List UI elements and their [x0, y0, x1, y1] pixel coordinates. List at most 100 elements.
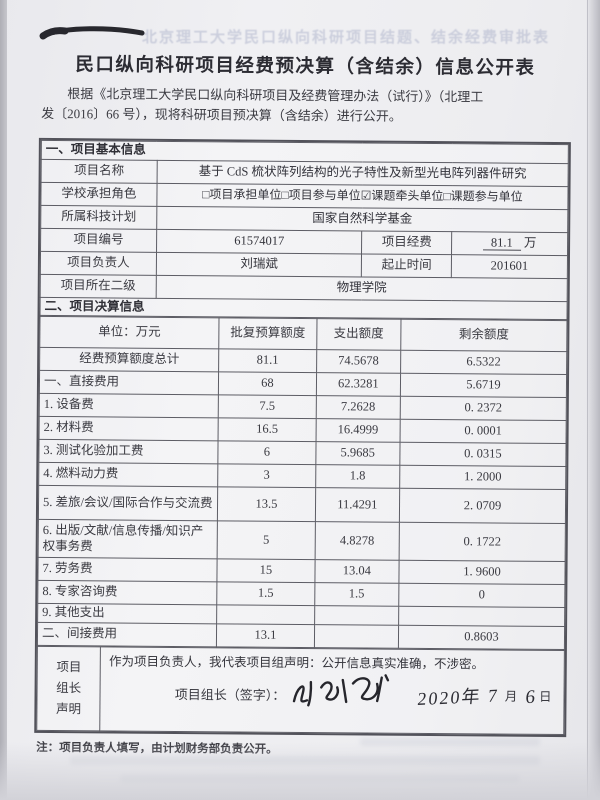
page-title: 民口纵向科研项目经费预决算（含结余）信息公开表 — [75, 53, 536, 78]
project-code-label: 项目编号 — [40, 228, 157, 252]
dept-label: 项目所在二级 — [40, 274, 157, 298]
declaration-label-line: 项目 — [56, 659, 82, 675]
scan-left-edge — [0, 0, 7, 800]
funding-amount: 81.1 — [482, 235, 521, 251]
remain-cell: 0. 1722 — [399, 522, 566, 562]
budget-cell: 6 — [218, 441, 316, 465]
row-label: 经费预算额度总计 — [39, 347, 219, 373]
remain-cell: 1. 9600 — [398, 560, 566, 585]
program-label: 所属科技计划 — [40, 205, 157, 229]
declaration-label: 项目 组长 声明 — [36, 646, 101, 732]
pi-value: 刘瑞斌 — [156, 251, 362, 277]
intro-line-2: 发〔2016〕66 号），现将科研项目预决算（含结余）进行公开。 — [41, 105, 402, 124]
table-row: 6. 出版/文献/信息传播/知识产权事务费 5 4.8278 0. 1722 — [38, 519, 566, 562]
document-content: 民口纵向科研项目经费预决算（含结余）信息公开表 根据《北京理工大学民口纵向科研项… — [34, 0, 572, 759]
remain-cell: 5.6719 — [400, 373, 567, 398]
basic-info-table: 一、项目基本信息 项目名称 基于 CdS 梳状阵列结构的光子特性及新型光电阵列器… — [40, 140, 569, 320]
remain-cell: 0. 0001 — [399, 419, 567, 444]
row-label: 4. 燃料动力费 — [38, 462, 219, 488]
remain-cell: 0. 0315 — [399, 442, 567, 467]
declaration-statement: 作为项目负责人，我代表项目组声明：公开信息真实准确，不涉密。 — [108, 654, 485, 672]
funding-unit: 万 — [523, 235, 537, 250]
spent-cell: 1.5 — [314, 582, 399, 607]
funding-label: 项目经费 — [361, 230, 452, 255]
spent-cell: 1.8 — [315, 464, 400, 489]
declaration-table: 项目 组长 声明 作为项目负责人，我代表项目组声明：公开信息真实准确，不涉密。 … — [36, 646, 565, 735]
row-label: 2. 材料费 — [39, 416, 219, 442]
column-header-spent: 支出额度 — [316, 318, 401, 351]
project-name-label: 项目名称 — [41, 159, 158, 183]
dept-value: 物理学院 — [156, 274, 568, 302]
signature-handwriting — [292, 674, 389, 707]
column-header-unit: 单位：万元 — [39, 316, 220, 350]
budget-cell: 13.5 — [217, 487, 316, 522]
bleed-through-title: 北京理工大学民口纵向科研项目结题、结余经费审批表 — [142, 29, 551, 46]
signature-line: 项目组长（签字）： 2020年 7 月 6 日 — [109, 674, 558, 712]
settlement-table: 单位：万元 批复预算额度 支出额度 剩余额度 经费预算额度总计 81.1 74.… — [37, 316, 568, 650]
spent-cell: 5.9685 — [315, 441, 400, 466]
row-label: 5. 差旅/会议/国际合作与交流费 — [38, 485, 218, 522]
period-value: 201601 — [451, 254, 568, 279]
row-label: 9. 其他支出 — [37, 603, 217, 625]
row-label: 8. 专家咨询费 — [37, 580, 218, 606]
row-label: 6. 出版/文献/信息传播/知识产权事务费 — [38, 519, 218, 560]
table-row: 5. 差旅/会议/国际合作与交流费 13.5 11.4291 2. 0709 — [38, 485, 566, 524]
pen-mark — [39, 26, 145, 40]
budget-cell: 1.5 — [216, 582, 315, 606]
spent-cell: 74.5678 — [316, 349, 401, 374]
spent-cell: 16.4999 — [315, 418, 401, 443]
spent-cell: 11.4291 — [315, 487, 400, 523]
table-row: 项目 组长 声明 作为项目负责人，我代表项目组声明：公开信息真实准确，不涉密。 … — [36, 646, 565, 735]
day-character: 日 — [538, 689, 552, 705]
column-header-remain: 剩余额度 — [400, 319, 567, 352]
handwritten-year-month: 2020年 7 — [416, 684, 500, 709]
spent-cell: 7.2628 — [315, 395, 401, 420]
budget-cell — [216, 605, 315, 625]
period-label: 起止时间 — [361, 253, 452, 278]
remain-cell: 1. 2000 — [399, 465, 566, 490]
budget-cell: 13.1 — [216, 624, 315, 648]
scan-bottom-shadow — [0, 742, 600, 800]
row-label: 1. 设备费 — [39, 393, 219, 419]
intro-paragraph: 根据《北京理工大学民口纵向科研项目及经费管理办法（试行）》（北理工 发〔2016… — [41, 84, 569, 127]
form-table: 一、项目基本信息 项目名称 基于 CdS 梳状阵列结构的光子特性及新型光电阵列器… — [34, 137, 571, 738]
row-label: 3. 测试化验加工费 — [38, 439, 219, 465]
month-character: 月 — [504, 689, 518, 704]
remain-cell — [398, 606, 565, 627]
spent-cell — [314, 605, 399, 626]
program-value: 国家自然科学基金 — [156, 205, 568, 233]
remain-cell: 0 — [398, 583, 565, 608]
role-checkbox-options: □项目承担单位□项目参与单位☑课题牵头单位□课题参与单位 — [156, 182, 569, 210]
budget-cell: 68 — [218, 372, 317, 396]
declaration-content: 作为项目负责人，我代表项目组声明：公开信息真实准确，不涉密。 项目组长（签字）： — [99, 647, 565, 735]
declaration-label-line: 声明 — [55, 702, 82, 717]
budget-cell: 16.5 — [218, 418, 316, 442]
funding-value-cell: 81.1 万 — [451, 231, 568, 256]
budget-cell: 7.5 — [218, 395, 317, 419]
role-label: 学校承担角色 — [40, 182, 157, 206]
budget-cell: 3 — [217, 464, 316, 488]
sign-label: 项目组长（签字）： — [174, 686, 286, 703]
project-name-value: 基于 CdS 梳状阵列结构的光子特性及新型光电阵列器件研究 — [156, 159, 569, 187]
scan-right-edge — [586, 0, 600, 800]
column-header-budget: 批复预算额度 — [218, 318, 317, 350]
spent-cell — [314, 624, 399, 649]
handwritten-day: 6 — [524, 686, 538, 709]
paper-edge — [587, 0, 588, 800]
table-row: 二、间接费用 13.1 0.8603 — [37, 622, 565, 650]
project-code-value: 61574017 — [156, 228, 363, 254]
pi-label: 项目负责人 — [40, 251, 157, 275]
spent-cell: 13.04 — [314, 559, 400, 584]
budget-cell: 5 — [217, 521, 316, 560]
declaration-label-line: 组长 — [56, 681, 82, 696]
remain-cell: 2. 0709 — [399, 488, 566, 524]
budget-cell: 81.1 — [218, 349, 317, 373]
remain-cell: 6.5322 — [400, 350, 567, 375]
remain-cell: 0. 2372 — [400, 396, 567, 421]
budget-cell: 15 — [217, 559, 315, 583]
remain-cell: 0.8603 — [398, 625, 565, 650]
spent-cell: 4.8278 — [314, 521, 400, 561]
row-label: 一、直接费用 — [39, 370, 219, 396]
